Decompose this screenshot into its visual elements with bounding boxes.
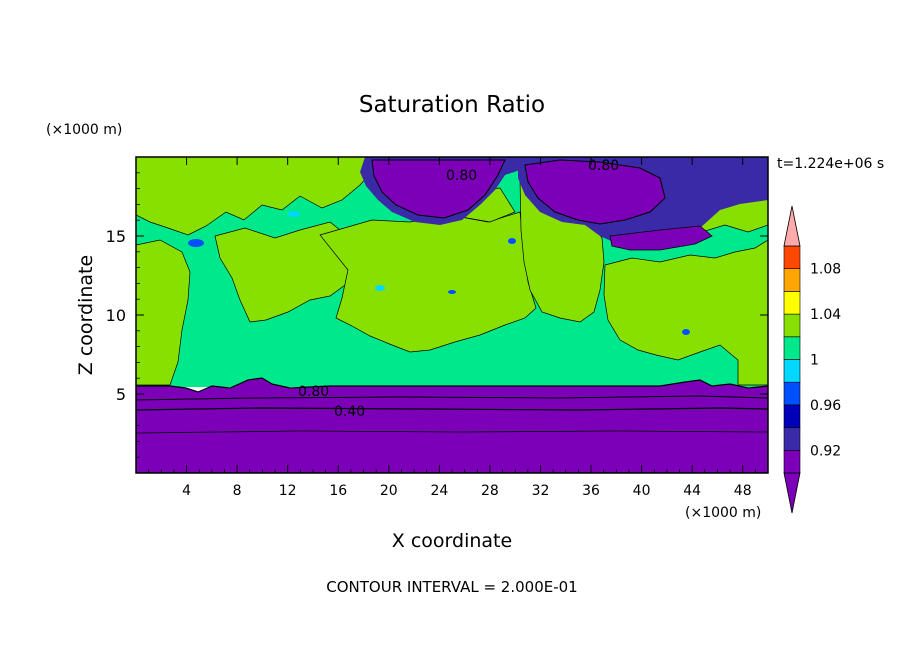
- green-patch: [136, 239, 191, 386]
- colorbar-band: [783, 449, 801, 474]
- colorbar-label: 1: [810, 353, 819, 369]
- colorbar-band: [783, 291, 801, 315]
- x-tick-label: 40: [633, 483, 651, 499]
- x-axis-label: X coordinate: [392, 530, 512, 552]
- speckle: [682, 329, 690, 335]
- colorbar-label: 0.92: [810, 443, 841, 459]
- upper-dry-core-left: [371, 159, 506, 219]
- speckle: [508, 238, 516, 244]
- plot-area: [136, 157, 768, 473]
- x-tick-label: 24: [430, 483, 448, 499]
- contour-label: 0.80: [446, 168, 477, 184]
- speckle: [375, 285, 385, 291]
- y-axis-unit: (×1000 m): [46, 122, 122, 138]
- speckle: [288, 211, 300, 217]
- y-tick-label: 5: [116, 385, 126, 404]
- colorbar-band: [783, 313, 801, 338]
- y-axis: 5 10 15: [106, 172, 768, 458]
- colorbar-band: [783, 404, 801, 428]
- colorbar-band: [783, 359, 801, 383]
- y-axis-label: Z coordinate: [75, 255, 97, 375]
- colorbar-band: [783, 381, 801, 406]
- x-axis-unit: (×1000 m): [685, 505, 761, 521]
- x-axis: 4 8 12 16 20 24 28 32 36 40 44 48: [148, 157, 756, 499]
- colorbar-label: 1.08: [810, 262, 841, 278]
- colorbar: 0.92 0.96 1 1.04 1.08: [783, 205, 841, 514]
- chart-title: Saturation Ratio: [359, 92, 545, 118]
- contour-label: 0.80: [298, 384, 329, 400]
- x-tick-label: 44: [683, 483, 701, 499]
- x-tick-label: 28: [481, 483, 499, 499]
- x-tick-label: 32: [532, 483, 550, 499]
- contour-line-lower: [136, 430, 768, 434]
- upper-dry-core-right: [524, 159, 666, 225]
- green-patch: [214, 221, 361, 323]
- colorbar-band: [783, 336, 801, 360]
- green-patch: [603, 239, 768, 386]
- speckle: [448, 290, 456, 294]
- x-tick-label: 36: [582, 483, 600, 499]
- colorbar-under-arrow: [783, 472, 801, 514]
- contour-line-0.80: [136, 395, 768, 401]
- contour-interval-note: CONTOUR INTERVAL = 2.000E-01: [326, 578, 577, 596]
- colorbar-label: 1.04: [810, 307, 841, 323]
- x-tick-label: 16: [329, 483, 347, 499]
- contour-labels: 0.80 0.80 0.80 0.40: [298, 158, 619, 420]
- x-tick-label: 4: [182, 483, 191, 499]
- green-patches: [136, 157, 768, 386]
- x-tick-label: 20: [380, 483, 398, 499]
- lower-dry-layer: [136, 377, 768, 473]
- colorbar-band: [783, 427, 801, 451]
- x-tick-label: 8: [233, 483, 242, 499]
- time-label: t=1.224e+06 s: [777, 156, 884, 172]
- colorbar-band: [783, 245, 801, 270]
- speckle: [188, 239, 204, 247]
- colorbar-label: 0.96: [810, 398, 841, 414]
- y-tick-label: 15: [106, 227, 126, 246]
- upper-dry-streak: [609, 225, 713, 251]
- upper-dry-regions: [360, 157, 768, 251]
- x-tick-label: 48: [734, 483, 752, 499]
- colorbar-band: [783, 268, 801, 292]
- speckles: [188, 211, 690, 335]
- contour-label: 0.40: [334, 404, 365, 420]
- colorbar-over-arrow: [783, 205, 801, 247]
- contour-label: 0.80: [588, 158, 619, 174]
- y-tick-label: 10: [106, 306, 126, 325]
- x-tick-label: 12: [279, 483, 297, 499]
- contour-line-0.40: [136, 407, 768, 411]
